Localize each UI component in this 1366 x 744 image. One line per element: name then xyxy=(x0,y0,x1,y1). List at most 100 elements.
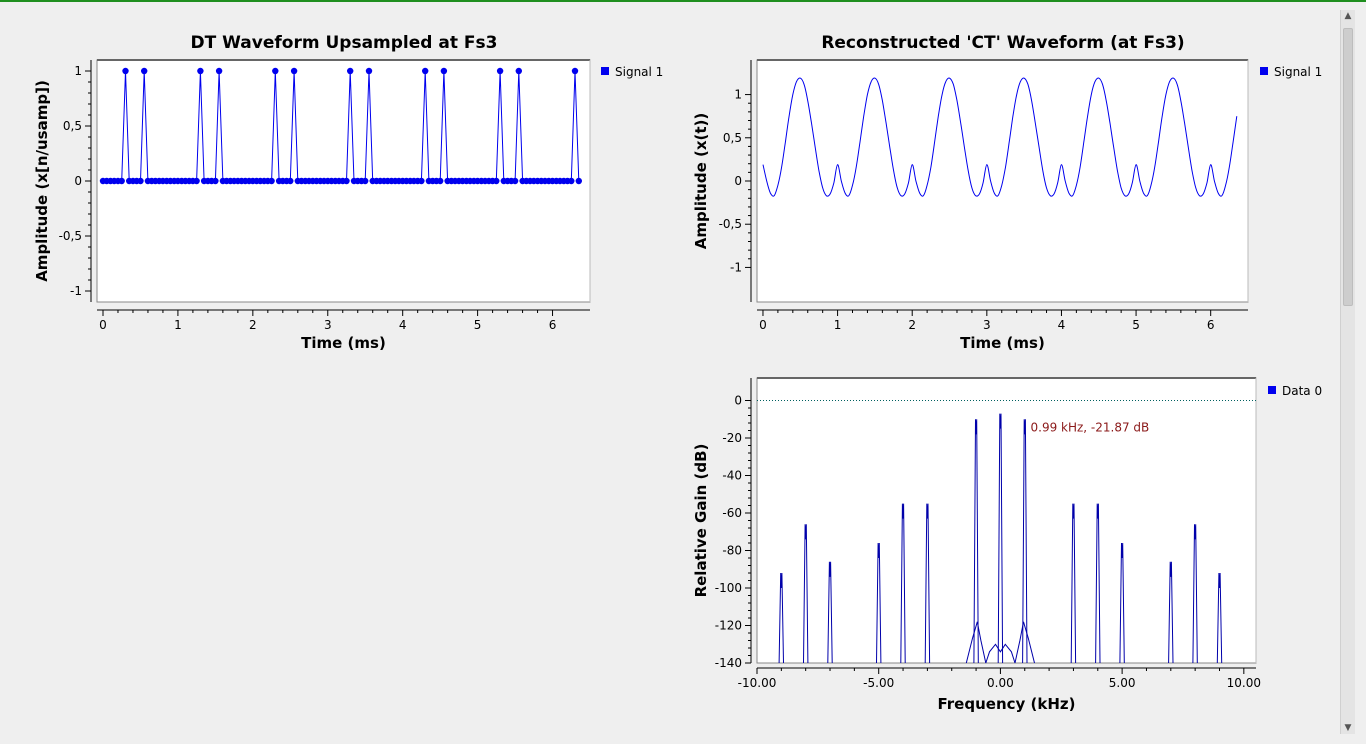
dt-y-tick-label: -1 xyxy=(70,284,82,298)
ct-x-tick-label: 0 xyxy=(759,318,767,332)
freq-peak xyxy=(876,542,882,664)
freq-x-tick-label: 10.00 xyxy=(1227,676,1261,690)
freq-peak xyxy=(1022,419,1028,664)
freq-peak xyxy=(1119,542,1125,664)
freq-y-tick-label: -120 xyxy=(715,619,742,633)
dt-x-tick-label: 2 xyxy=(249,318,257,332)
freq-leakage-skirt xyxy=(985,643,1016,664)
ct-x-tick-label: 6 xyxy=(1207,318,1215,332)
ct-y-tick-label: 0 xyxy=(734,174,742,188)
vertical-scrollbar[interactable]: ▲ ▼ xyxy=(1340,10,1355,734)
freq-x-tick-label: -5.00 xyxy=(863,676,894,690)
freq-leakage-skirt xyxy=(965,621,987,664)
dt-sample-point xyxy=(137,177,144,185)
dt-pulse-point xyxy=(141,67,148,75)
ct-series-line xyxy=(762,77,1238,197)
dt-sample-point xyxy=(118,177,125,185)
dt-chart-title: DT Waveform Upsampled at Fs3 xyxy=(191,33,498,53)
ct-legend-label: Signal 1 xyxy=(1274,65,1322,79)
freq-y-tick-label: -140 xyxy=(715,656,742,670)
freq-legend-label: Data 0 xyxy=(1282,384,1322,398)
ct-y-tick-label: -0,5 xyxy=(719,217,742,231)
dt-x-tick-label: 4 xyxy=(399,318,407,332)
freq-y-tick-label: -60 xyxy=(722,506,742,520)
dt-pulse-point xyxy=(571,67,579,75)
freq-peak xyxy=(1095,503,1101,664)
freq-peak xyxy=(973,419,979,664)
dt-pulse-point xyxy=(422,67,429,75)
ct-y-tick-label: 1 xyxy=(734,88,742,102)
dt-pulse-point xyxy=(272,67,279,75)
freq-peak xyxy=(1070,503,1077,664)
freq-leakage-skirt xyxy=(1014,621,1035,664)
freq-x-axis-label: Frequency (kHz) xyxy=(938,695,1076,713)
dt-pulse-point xyxy=(122,67,129,75)
freq-peak xyxy=(1216,572,1223,664)
dt-legend-label: Signal 1 xyxy=(615,65,663,79)
dt-x-axis-label: Time (ms) xyxy=(301,334,386,352)
ct-y-axis-label: Amplitude (x(t)) xyxy=(692,113,710,250)
scroll-up-arrow-icon[interactable]: ▲ xyxy=(1344,11,1352,21)
ct-chart-title: Reconstructed 'CT' Waveform (at Fs3) xyxy=(821,33,1184,53)
dt-sample-point xyxy=(575,177,582,185)
dt-x-tick-label: 1 xyxy=(174,318,182,332)
dt-pulse-point xyxy=(515,67,522,75)
freq-y-tick-label: -80 xyxy=(722,544,742,558)
dt-y-tick-label: 0,5 xyxy=(63,119,82,133)
freq-x-tick-label: -10.00 xyxy=(738,676,777,690)
dt-pulse-point xyxy=(347,67,354,75)
freq-y-tick-label: -100 xyxy=(715,581,742,595)
freq-peak xyxy=(924,503,931,664)
ct-chart: Reconstructed 'CT' Waveform (at Fs3) 1 0,5… xyxy=(692,33,1322,352)
ct-y-tick-label: 0,5 xyxy=(723,131,742,145)
dt-x-tick-label: 0 xyxy=(99,318,107,332)
freq-y-tick-label: -20 xyxy=(722,431,742,445)
ct-x-tick-label: 2 xyxy=(908,318,916,332)
dt-pulse-point xyxy=(290,67,298,75)
dt-pulse-point xyxy=(496,67,504,75)
ct-x-tick-label: 5 xyxy=(1132,318,1140,332)
freq-y-tick-label: 0 xyxy=(734,394,742,408)
freq-y-axis-label: Relative Gain (dB) xyxy=(692,444,710,598)
scroll-down-arrow-icon[interactable]: ▼ xyxy=(1344,723,1352,733)
dt-pulse-point xyxy=(440,67,448,75)
dt-sample-point xyxy=(212,177,219,185)
freq-peak xyxy=(900,503,906,664)
ct-x-axis-label: Time (ms) xyxy=(960,334,1045,352)
dt-x-tick-label: 5 xyxy=(474,318,482,332)
scrollbar-thumb[interactable] xyxy=(1343,28,1353,306)
dt-y-tick-label: 0 xyxy=(74,174,82,188)
freq-marker-label: 0.99 kHz, -21.87 dB xyxy=(1031,421,1150,435)
ct-y-tick-label: -1 xyxy=(730,260,742,274)
dt-chart: DT Waveform Upsampled at Fs3 1 0,5 0 -0,5 -1 0… xyxy=(33,33,663,352)
dt-sample-point xyxy=(437,177,444,185)
freq-legend-square-icon xyxy=(1268,386,1276,394)
dt-sample-point xyxy=(287,177,294,185)
dt-pulse-point xyxy=(215,67,223,75)
dt-sample-point xyxy=(362,177,369,185)
dt-sample-point xyxy=(493,177,500,185)
dt-sample-point xyxy=(511,177,519,185)
dt-sample-point xyxy=(568,177,575,185)
freq-y-tick-label: -40 xyxy=(722,469,742,483)
dt-legend-square-icon xyxy=(601,67,609,75)
freq-peak xyxy=(803,524,809,664)
freq-peak xyxy=(997,413,1004,664)
dt-sample-point xyxy=(268,177,275,185)
window-top-border xyxy=(0,0,1366,2)
freq-peak xyxy=(1192,524,1198,664)
freq-x-tick-label: 5.00 xyxy=(1109,676,1136,690)
dt-pulse-point xyxy=(197,67,204,75)
dt-sample-point xyxy=(193,177,200,185)
freq-chart: 0.99 kHz, -21.87 dB 0 -20 -40 -60 -80 -100 -120… xyxy=(692,377,1322,713)
dt-sample-point xyxy=(418,177,425,185)
dt-x-tick-label: 6 xyxy=(549,318,557,332)
dt-pulse-point xyxy=(365,67,373,75)
ct-x-tick-label: 1 xyxy=(834,318,842,332)
dt-y-tick-label: 1 xyxy=(74,64,82,78)
ct-legend-square-icon xyxy=(1260,67,1268,75)
dt-y-axis-label: Amplitude (x[n/usamp]) xyxy=(33,80,51,282)
ct-x-tick-label: 3 xyxy=(983,318,991,332)
ct-x-tick-label: 4 xyxy=(1058,318,1066,332)
